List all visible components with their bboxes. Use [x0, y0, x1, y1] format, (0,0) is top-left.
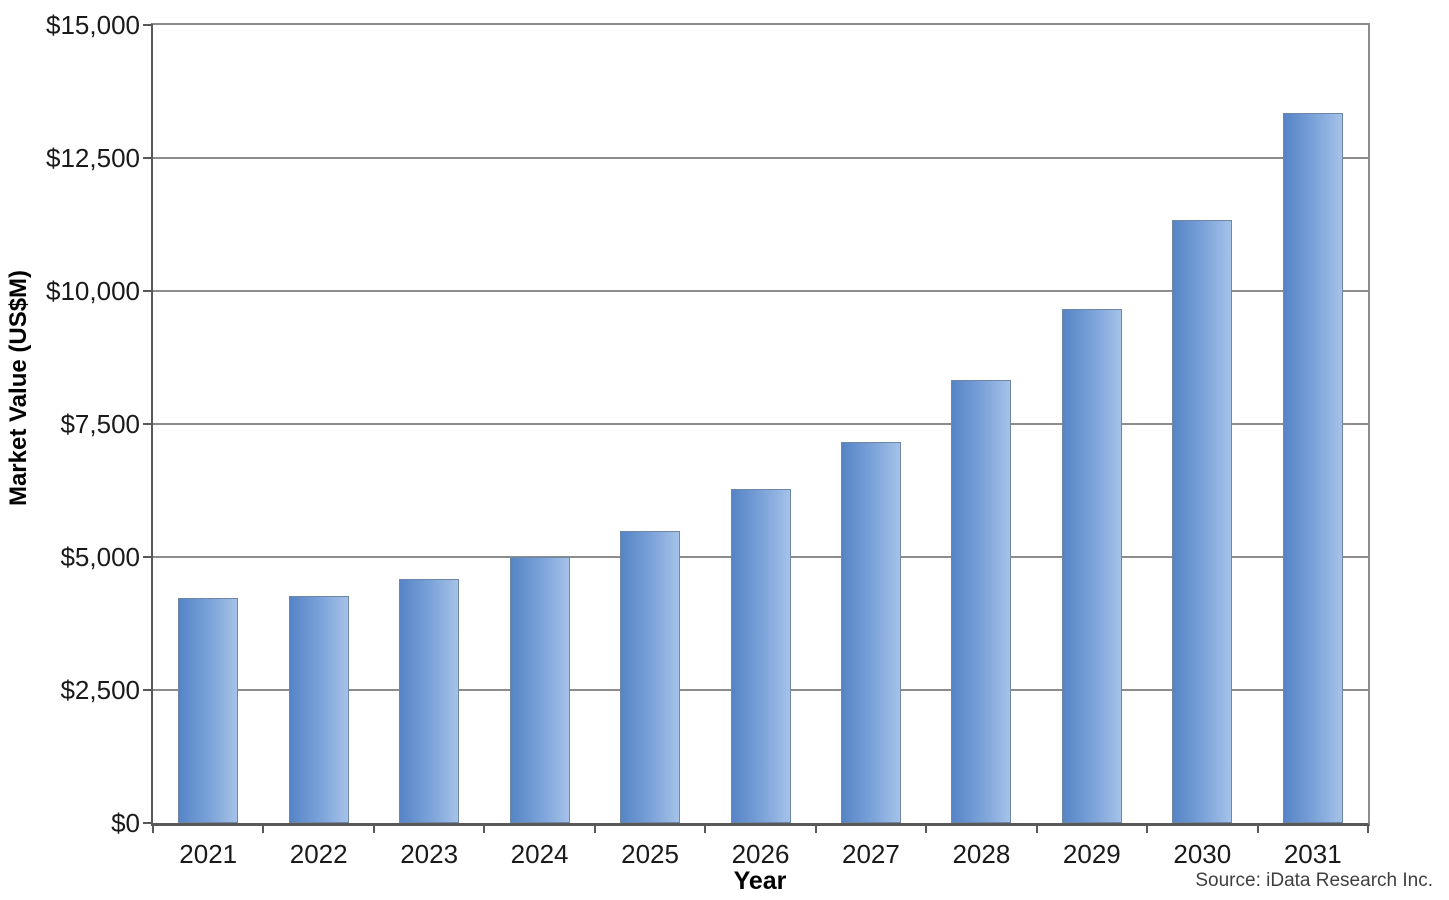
bar-2027 [840, 442, 901, 823]
y-tick-mark [143, 24, 153, 26]
x-tick-mark [704, 824, 707, 833]
y-tick-label: $12,500 [46, 143, 140, 173]
y-tick-mark [143, 689, 153, 691]
bar-2025 [620, 531, 681, 823]
x-tick-mark [1256, 824, 1259, 833]
x-tick-mark [372, 824, 375, 833]
bar-2030 [1172, 220, 1233, 823]
bar-2028 [951, 380, 1012, 823]
source-note: Source: iData Research Inc. [1195, 870, 1433, 891]
bar-2021 [178, 598, 239, 823]
x-tick-mark [483, 824, 486, 833]
y-tick-label: $2,500 [60, 675, 140, 705]
y-tick-label: $0 [111, 808, 140, 838]
gridline [153, 157, 1368, 159]
x-tick-label: 2031 [1283, 839, 1342, 869]
x-tick-label: 2027 [842, 839, 900, 869]
bar-2029 [1061, 309, 1122, 823]
x-tick-mark [1367, 824, 1369, 833]
y-tick-mark [143, 822, 153, 824]
y-tick-mark [143, 290, 153, 292]
bar-2023 [399, 579, 460, 823]
x-tick-label: 2030 [1173, 839, 1232, 869]
x-tick-label: 2029 [1062, 839, 1121, 869]
y-tick-mark [143, 556, 153, 558]
x-tick-mark [925, 824, 928, 833]
bar-2022 [288, 596, 349, 823]
x-tick-label: 2024 [510, 839, 569, 869]
x-tick-mark [262, 824, 265, 833]
x-tick-label: 2025 [621, 839, 679, 869]
bar-2024 [509, 557, 570, 823]
bar-2031 [1282, 113, 1343, 823]
x-tick-mark [593, 824, 596, 833]
x-tick-label: 2026 [731, 839, 790, 869]
x-tick-label: 2021 [179, 839, 238, 869]
plot-area [151, 23, 1370, 826]
y-tick-label: $7,500 [60, 409, 140, 439]
x-axis-title: Year [733, 867, 787, 895]
x-tick-label: 2028 [952, 839, 1011, 869]
y-tick-label: $15,000 [46, 10, 140, 40]
y-tick-mark [143, 157, 153, 159]
gridline [153, 290, 1368, 292]
y-tick-label: $10,000 [46, 276, 140, 306]
x-tick-label: 2022 [289, 839, 348, 869]
x-tick-mark [1035, 824, 1038, 833]
y-tick-mark [143, 423, 153, 425]
gridline [153, 423, 1368, 425]
y-tick-label: $5,000 [60, 542, 140, 572]
x-tick-mark [814, 824, 817, 833]
x-tick-mark [1146, 824, 1149, 833]
bar-2026 [730, 489, 791, 823]
x-tick-mark [152, 824, 154, 833]
x-tick-label: 2023 [400, 839, 459, 869]
